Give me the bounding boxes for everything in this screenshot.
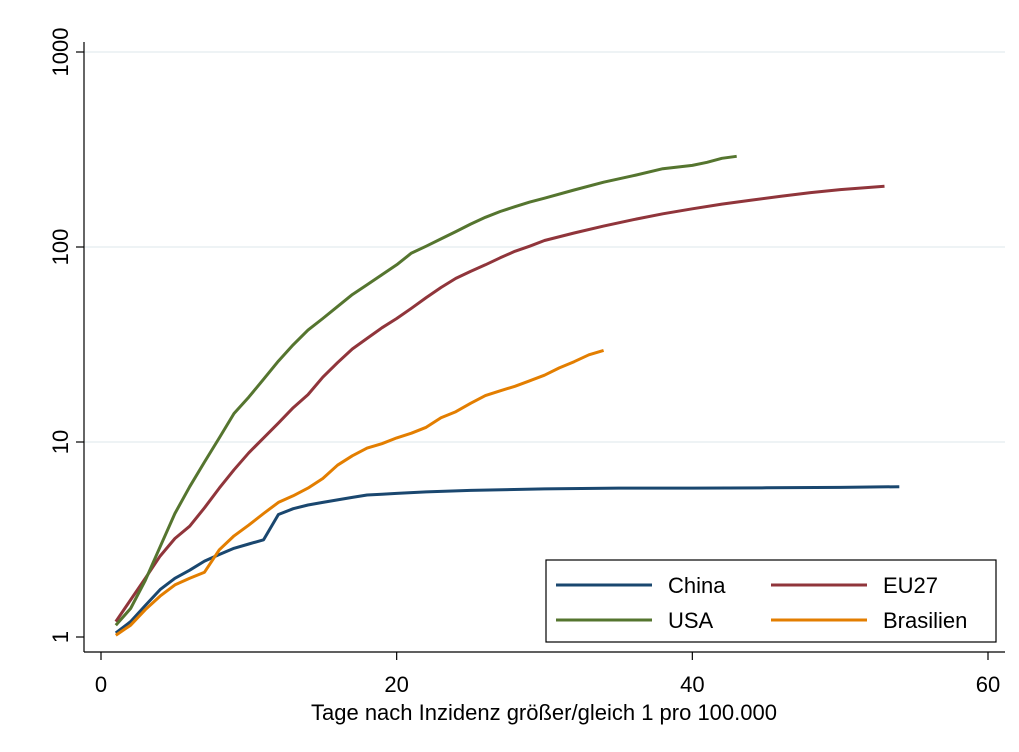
y-tick-label: 1000: [48, 28, 73, 77]
y-tick-label: 10: [48, 430, 73, 454]
axes: [83, 42, 1005, 653]
series-line-eu27: [114, 184, 885, 623]
gridlines: [84, 51, 1005, 443]
x-tick-label: 0: [95, 672, 107, 697]
series-line-usa: [114, 154, 737, 627]
series-line-china: [114, 485, 900, 635]
legend-box: [545, 559, 997, 643]
x-tick-label: 60: [976, 672, 1000, 697]
legend-label: USA: [668, 608, 714, 633]
legend-label: Brasilien: [883, 608, 967, 633]
legend: China EU27 USA Brasilien: [545, 559, 997, 643]
y-tick-label: 100: [48, 229, 73, 266]
x-axis-title: Tage nach Inzidenz größer/gleich 1 pro 1…: [311, 700, 777, 725]
series-lines: [114, 154, 900, 637]
legend-label: China: [668, 573, 726, 598]
legend-label: EU27: [883, 573, 938, 598]
ticks: 1 10 100 1000 0 20 40 60: [48, 28, 1000, 697]
x-tick-label: 40: [680, 672, 704, 697]
x-tick-label: 20: [384, 672, 408, 697]
series-line-brasilien: [114, 348, 605, 637]
y-tick-label: 1: [48, 631, 73, 643]
